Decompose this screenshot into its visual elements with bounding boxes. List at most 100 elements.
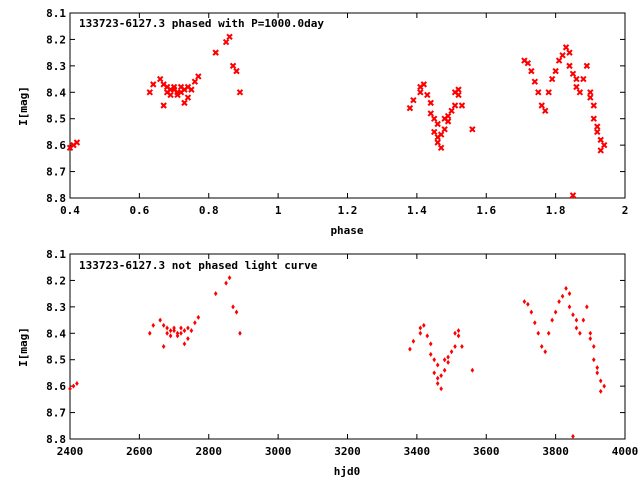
data-point: [437, 144, 445, 151]
data-point: [71, 383, 76, 389]
data-point: [191, 78, 199, 85]
data-point: [431, 115, 438, 122]
data-point: [566, 62, 573, 70]
data-point: [193, 320, 197, 326]
phased-x-tick-label: 0.6: [129, 204, 149, 217]
data-point: [189, 328, 194, 334]
data-point: [195, 73, 202, 80]
data-point: [573, 75, 580, 83]
phased-chart-panel: 0.4 0.6 0.8 1 1.2 1.4 1.6 1.8 2 8.18.28.38.48.58…: [17, 7, 628, 237]
data-point: [562, 44, 570, 51]
data-point: [588, 336, 593, 342]
data-point: [598, 378, 603, 384]
data-point: [458, 102, 466, 109]
data-point: [587, 94, 594, 101]
unphased-y-tick-label: 8.2: [46, 274, 66, 287]
data-point: [595, 370, 600, 376]
data-point: [455, 91, 462, 99]
phased-y-tick-label: 8.8: [46, 192, 66, 205]
data-point: [435, 375, 440, 381]
data-point: [431, 128, 438, 136]
data-point: [158, 317, 162, 323]
data-point: [588, 330, 593, 336]
unphased-x-tick-label: 2400: [57, 445, 84, 458]
data-point: [571, 312, 575, 318]
unphased-x-tick-label: 3800: [542, 445, 569, 458]
data-point: [580, 75, 587, 83]
data-point: [600, 141, 608, 149]
data-point: [441, 126, 448, 133]
data-point: [548, 75, 556, 83]
data-point: [571, 433, 575, 439]
data-point: [172, 328, 176, 334]
data-point: [453, 330, 457, 336]
data-point: [224, 280, 228, 286]
data-point: [444, 118, 452, 125]
unphased-x-ticks: 2400 2600 2800 3000 3200 3400 3600 3800 4000: [57, 254, 638, 458]
data-point: [213, 291, 218, 297]
data-point: [550, 317, 554, 323]
data-point: [418, 325, 423, 331]
data-point: [428, 351, 433, 357]
data-point: [578, 330, 582, 336]
data-point: [594, 123, 601, 130]
unphased-x-tick-label: 3600: [473, 445, 500, 458]
phased-x-ticks: 0.4 0.6 0.8 1 1.2 1.4 1.6 1.8 2: [60, 13, 628, 217]
data-point: [233, 67, 240, 75]
data-point: [68, 386, 72, 392]
data-point: [564, 285, 568, 291]
data-point: [444, 112, 452, 120]
data-point: [428, 341, 433, 347]
data-point: [168, 328, 173, 334]
data-point: [597, 136, 604, 144]
data-point: [539, 344, 544, 349]
data-point: [573, 83, 580, 91]
data-point: [442, 367, 447, 373]
data-point: [591, 344, 596, 349]
data-point: [590, 102, 597, 109]
data-point: [435, 362, 440, 368]
data-point: [439, 386, 443, 392]
data-point: [546, 330, 551, 336]
data-point: [408, 346, 412, 352]
unphased-y-tick-label: 8.6: [46, 380, 66, 393]
data-point: [531, 78, 539, 85]
data-point: [566, 49, 573, 56]
data-point: [595, 365, 600, 371]
data-point: [543, 349, 548, 355]
phased-y-axis-label: I[mag]: [17, 86, 30, 126]
data-point: [427, 110, 434, 117]
unphased-y-ticks: 8.1 8.2 8.3 8.4 8.5 8.6 8.7 8.8: [46, 248, 625, 446]
data-point: [560, 293, 565, 299]
data-point: [434, 139, 441, 146]
data-point: [236, 89, 244, 96]
data-point: [522, 299, 527, 305]
data-point: [229, 62, 237, 70]
data-point: [238, 330, 242, 336]
data-point: [559, 52, 566, 59]
data-point: [524, 60, 532, 67]
data-point: [165, 330, 169, 336]
phased-x-tick-label: 1.8: [546, 204, 566, 217]
data-point: [449, 349, 454, 355]
data-point: [420, 81, 428, 88]
unphased-y-tick-label: 8.3: [46, 301, 66, 314]
unphased-y-tick-label: 8.7: [46, 407, 66, 420]
data-point: [456, 333, 461, 339]
unphased-x-axis-label: hjd0: [334, 465, 361, 478]
data-point: [439, 373, 443, 379]
data-point: [432, 357, 437, 363]
data-point: [448, 107, 455, 114]
phased-x-axis-label: phase: [330, 224, 363, 237]
data-point: [528, 67, 535, 75]
data-point: [212, 49, 219, 56]
phased-y-ticks: 8.1 8.2 8.3 8.4 8.5 8.6 8.7 8.8: [46, 7, 625, 205]
data-point: [175, 330, 180, 336]
data-point: [442, 357, 447, 363]
data-point: [406, 104, 414, 112]
data-point: [545, 89, 552, 96]
data-point: [172, 325, 176, 331]
data-point: [552, 67, 559, 75]
phased-x-tick-label: 0.8: [199, 204, 219, 217]
